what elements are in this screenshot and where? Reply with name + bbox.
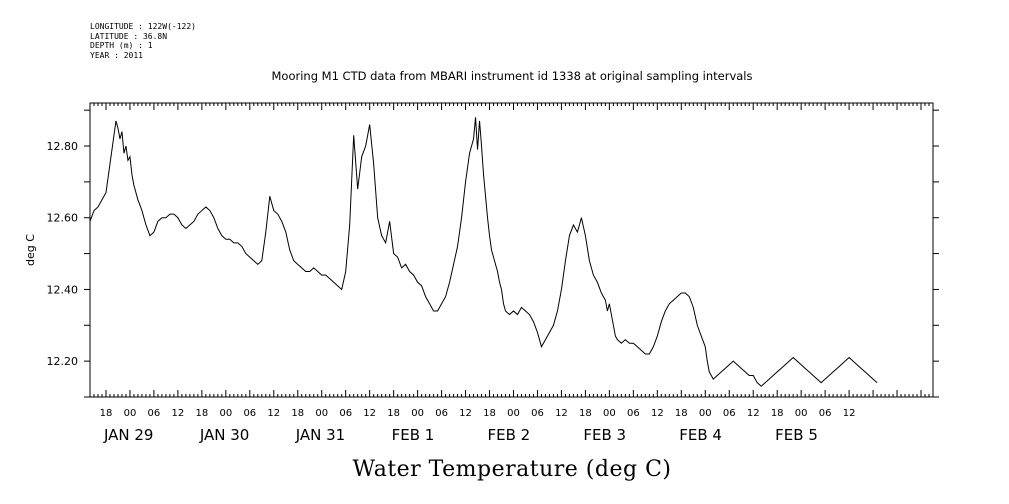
x-tick-label: 00 [219,408,232,419]
y-tick-label: 12.60 [47,212,79,225]
x-tick-label: 12 [747,408,760,419]
x-tick-label: 00 [603,408,616,419]
x-tick-label: 18 [196,408,209,419]
x-tick-label: 12 [172,408,185,419]
x-day-label: JAN 30 [199,426,250,444]
x-tick-label: 00 [124,408,137,419]
chart-title: Mooring M1 CTD data from MBARI instrumen… [272,69,753,83]
x-tick-label: 18 [675,408,688,419]
x-tick-label: 06 [723,408,736,419]
x-tick-label: 12 [267,408,280,419]
x-day-label: FEB 5 [775,426,818,444]
x-tick-label: 00 [795,408,808,419]
x-tick-label: 00 [315,408,328,419]
x-tick-label: 06 [819,408,832,419]
series-line-water-temperature [89,117,878,387]
x-day-label: FEB 4 [679,426,722,444]
depth-text: DEPTH (m) : 1 [90,41,153,50]
x-day-label: JAN 29 [103,426,154,444]
x-tick-label: 18 [579,408,592,419]
y-tick-label: 12.40 [47,283,79,296]
x-tick-label: 06 [531,408,544,419]
latitude-text: LATITUDE : 36.8N [90,31,168,41]
x-tick-label: 18 [483,408,496,419]
x-tick-label: 18 [771,408,784,419]
x-tick-label: 12 [843,408,856,419]
x-tick-label: 06 [339,408,352,419]
x-tick-label: 06 [627,408,640,419]
y-tick-label: 12.80 [47,140,79,153]
x-day-label: JAN 31 [295,426,346,444]
x-axis-label: Water Temperature (deg C) [353,457,672,482]
year-text: YEAR : 2011 [90,50,143,60]
x-day-label: FEB 1 [392,426,435,444]
x-day-label: FEB 3 [583,426,626,444]
x-tick-label: 06 [148,408,161,419]
x-tick-label: 12 [651,408,664,419]
axis-labels: 18 00 06 12 18 00 06 12 18 00 06 12 18 00 06 12 18 00 06 12… [47,140,856,444]
x-tick-label: 18 [100,408,113,419]
y-axis-label: deg C [24,234,37,266]
x-tick-label: 18 [387,408,400,419]
x-tick-label: 06 [243,408,256,419]
y-tick-label: 12.20 [47,355,79,368]
x-tick-label: 18 [291,408,304,419]
mooring-metadata: LONGITUDE : 122W(-122) LATITUDE : 36.8N … [90,22,196,60]
x-tick-label: 12 [459,408,472,419]
x-tick-label: 06 [435,408,448,419]
x-tick-label: 00 [411,408,424,419]
x-tick-label: 00 [699,408,712,419]
x-tick-label: 12 [363,408,376,419]
x-day-label: FEB 2 [487,426,530,444]
x-tick-label: 12 [555,408,568,419]
longitude-text: LONGITUDE : 122W(-122) [90,22,196,31]
axis-ticks [84,103,939,398]
plot-frame [89,102,934,398]
x-tick-label: 00 [507,408,520,419]
